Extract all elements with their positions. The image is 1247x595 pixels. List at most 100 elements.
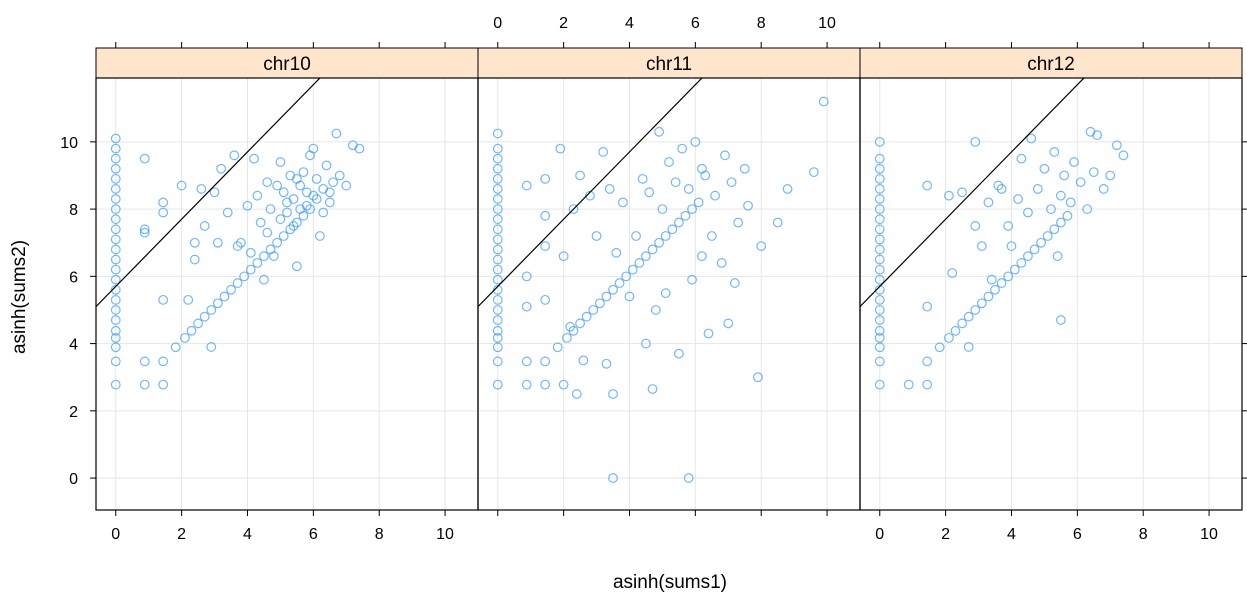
data-point: [677, 143, 688, 154]
grid: [478, 78, 860, 510]
data-point: [922, 301, 933, 312]
data-point: [492, 184, 503, 194]
data-point: [318, 207, 329, 218]
data-point: [110, 342, 121, 353]
data-point: [492, 379, 503, 390]
data-point: [492, 332, 503, 343]
data-point: [110, 234, 121, 245]
grid: [860, 78, 1242, 510]
data-point: [110, 244, 121, 255]
data-point: [492, 305, 503, 315]
data-point: [324, 197, 335, 208]
data-point: [1082, 204, 1093, 215]
data-point: [1016, 258, 1027, 268]
data-point: [139, 227, 150, 238]
data-point: [1029, 244, 1040, 255]
data-point: [110, 379, 121, 390]
data-point: [1059, 170, 1070, 181]
data-point: [990, 284, 1000, 295]
data-point: [291, 217, 302, 228]
data-point: [110, 224, 121, 235]
data-point: [492, 163, 503, 174]
data-point: [874, 214, 885, 225]
data-point: [492, 204, 503, 215]
data-point: [874, 163, 885, 174]
panel-chr12: chr12: [859, 47, 1243, 511]
data-point: [235, 237, 246, 248]
data-point: [986, 274, 997, 285]
points: [874, 126, 1129, 390]
data-point: [687, 204, 697, 215]
data-point: [1042, 231, 1053, 241]
panel-chr10: chr10: [95, 47, 479, 511]
data-point: [667, 224, 678, 235]
data-point: [540, 173, 551, 184]
data-point: [1049, 147, 1060, 157]
data-point: [1065, 197, 1076, 208]
data-point: [255, 217, 266, 228]
data-point: [710, 190, 721, 201]
data-point: [716, 258, 727, 268]
data-point: [637, 173, 648, 184]
data-point: [1075, 177, 1086, 188]
data-point: [621, 271, 632, 282]
data-point: [874, 315, 885, 325]
data-point: [1009, 264, 1020, 275]
data-point: [720, 150, 730, 161]
data-point: [110, 305, 121, 315]
data-point: [298, 167, 309, 178]
data-point: [683, 184, 694, 194]
data-point: [922, 356, 933, 367]
data-point: [212, 237, 223, 248]
data-point: [601, 291, 612, 302]
data-point: [245, 264, 256, 275]
data-point: [983, 291, 994, 302]
data-point: [1006, 241, 1017, 251]
data-point: [272, 180, 283, 191]
data-point: [1013, 194, 1023, 204]
data-point: [110, 163, 121, 174]
data-point: [996, 184, 1007, 194]
data-point: [604, 184, 615, 194]
data-point: [588, 305, 599, 315]
data-point: [216, 163, 227, 174]
data-point: [158, 197, 169, 208]
data-point: [1039, 163, 1050, 174]
data-point: [963, 342, 974, 352]
data-point: [259, 251, 269, 262]
data-point: [673, 348, 684, 359]
data-point: [957, 187, 967, 198]
data-point: [818, 96, 829, 107]
tick-label: 4: [1007, 526, 1016, 543]
tick-label: 0: [875, 526, 884, 543]
data-point: [976, 298, 987, 309]
points: [492, 96, 829, 483]
data-point: [641, 338, 651, 349]
data-point: [1118, 150, 1129, 161]
data-point: [664, 157, 674, 167]
data-point: [683, 473, 694, 483]
data-point: [874, 325, 885, 336]
data-point: [594, 298, 605, 309]
data-point: [874, 284, 885, 295]
data-point: [874, 379, 885, 390]
data-point: [970, 305, 981, 315]
data-point: [110, 274, 121, 285]
data-point: [492, 294, 503, 305]
data-point: [733, 217, 744, 228]
tick-label: 6: [309, 526, 318, 543]
data-point: [139, 153, 150, 164]
data-point: [565, 321, 576, 332]
points: [110, 128, 365, 390]
data-point: [617, 197, 628, 208]
data-point: [657, 204, 668, 215]
data-point: [219, 291, 230, 302]
data-point: [922, 180, 933, 191]
x-axis-title: asinh(sums1): [613, 572, 727, 593]
data-point: [492, 153, 503, 164]
data-point: [957, 318, 967, 329]
data-point: [1052, 251, 1063, 262]
data-point: [568, 204, 579, 215]
data-point: [232, 241, 243, 251]
y-axis-title: asinh(sums2): [9, 240, 30, 354]
